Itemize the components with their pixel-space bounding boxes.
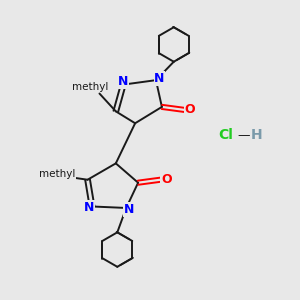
Text: O: O — [161, 173, 172, 186]
Text: O: O — [185, 103, 195, 116]
Text: methyl: methyl — [72, 82, 109, 92]
Text: Cl: Cl — [218, 128, 233, 142]
Text: N: N — [84, 201, 94, 214]
Text: —: — — [237, 129, 250, 142]
Text: N: N — [118, 75, 128, 88]
Text: H: H — [251, 128, 263, 142]
Text: methyl: methyl — [39, 169, 76, 179]
Text: N: N — [124, 203, 134, 216]
Text: N: N — [154, 72, 165, 85]
